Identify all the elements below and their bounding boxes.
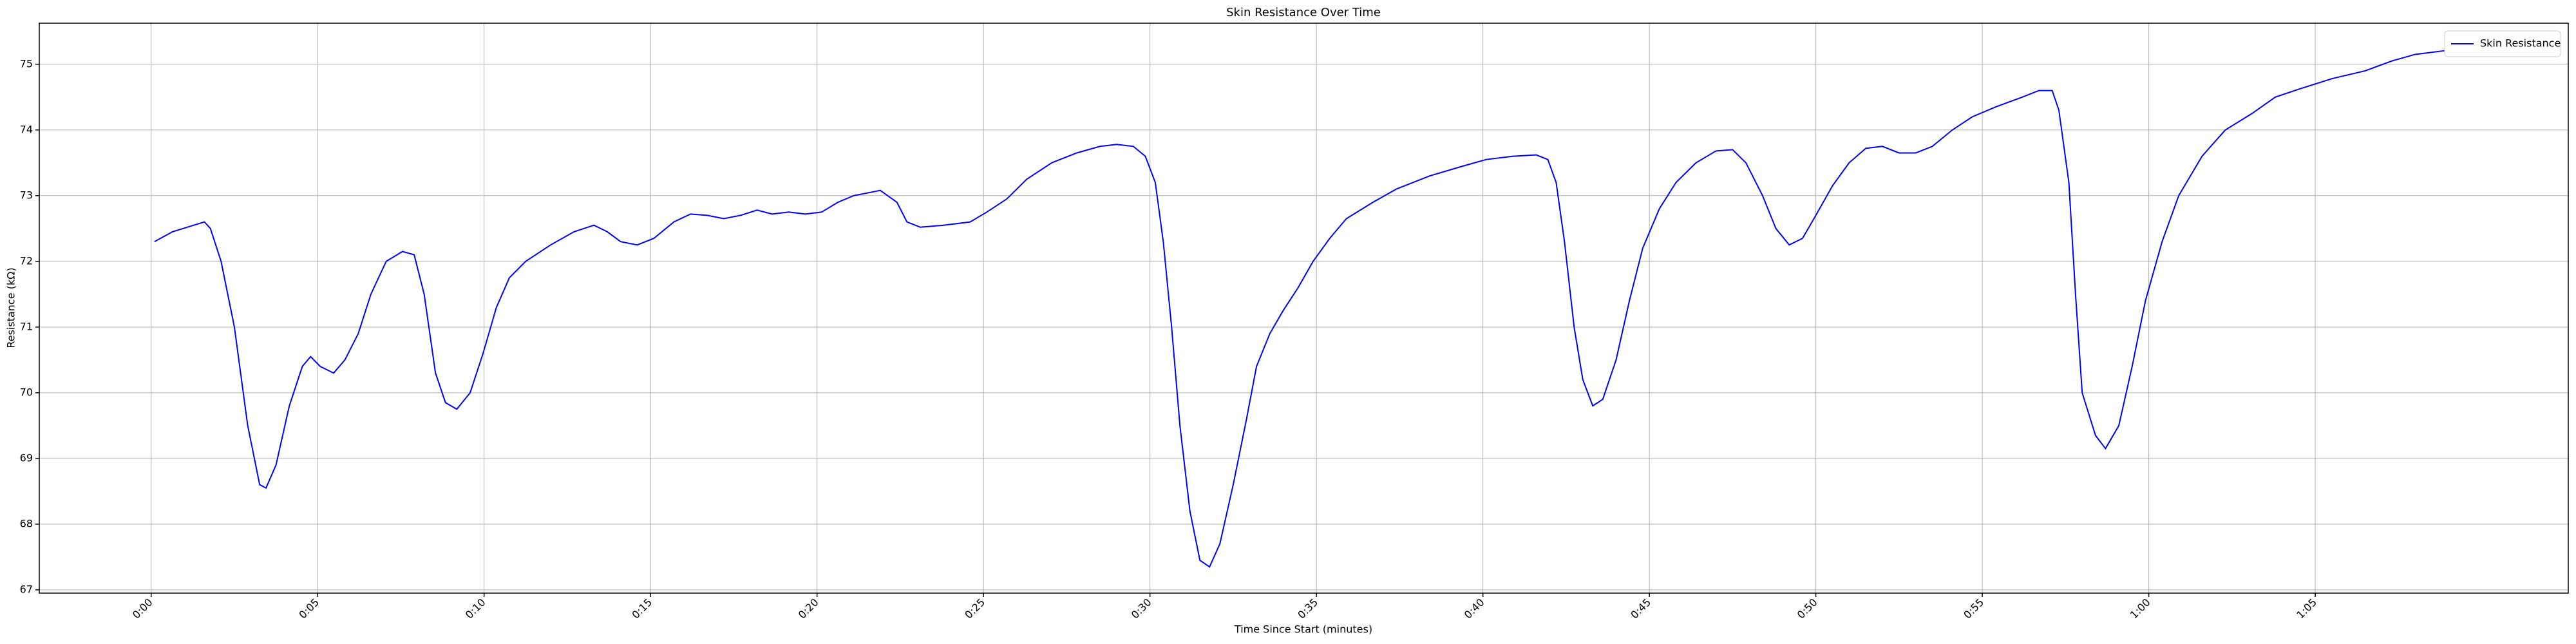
plot-frame	[39, 23, 2569, 594]
y-tick-label: 69	[20, 451, 33, 464]
x-tick-label: 0:55	[1961, 596, 1986, 621]
y-tick-label: 71	[20, 320, 33, 332]
x-tick-label: 0:00	[130, 596, 155, 621]
x-tick-label: 0:15	[629, 596, 654, 621]
y-tick-label: 72	[20, 254, 33, 267]
y-tick-label: 74	[20, 123, 33, 135]
y-tick-label: 67	[20, 583, 33, 595]
x-tick-label: 1:00	[2128, 596, 2153, 621]
chart-title: Skin Resistance Over Time	[1226, 6, 1381, 19]
y-tick-label: 70	[20, 386, 33, 398]
series-line	[154, 49, 2452, 568]
x-tick-label: 0:40	[1462, 596, 1487, 621]
legend-box	[2444, 30, 2561, 57]
x-tick-label: 0:35	[1295, 596, 1320, 621]
x-tick-label: 0:25	[962, 596, 987, 621]
x-tick-label: 0:30	[1129, 596, 1154, 621]
y-tick-label: 73	[20, 189, 33, 201]
x-tick-label: 0:45	[1628, 596, 1653, 621]
y-tick-label: 75	[20, 57, 33, 70]
legend-label: Skin Resistance	[2480, 37, 2561, 50]
x-tick-label: 0:10	[463, 596, 488, 621]
x-tick-label: 1:05	[2294, 596, 2319, 621]
y-axis-label: Resistance (kΩ)	[5, 267, 17, 348]
x-tick-label: 0:20	[796, 596, 821, 621]
x-axis-label: Time Since Start (minutes)	[1234, 623, 1372, 636]
x-tick-label: 0:05	[296, 596, 321, 621]
y-tick-label: 68	[20, 517, 33, 529]
x-tick-label: 0:50	[1795, 596, 1820, 621]
